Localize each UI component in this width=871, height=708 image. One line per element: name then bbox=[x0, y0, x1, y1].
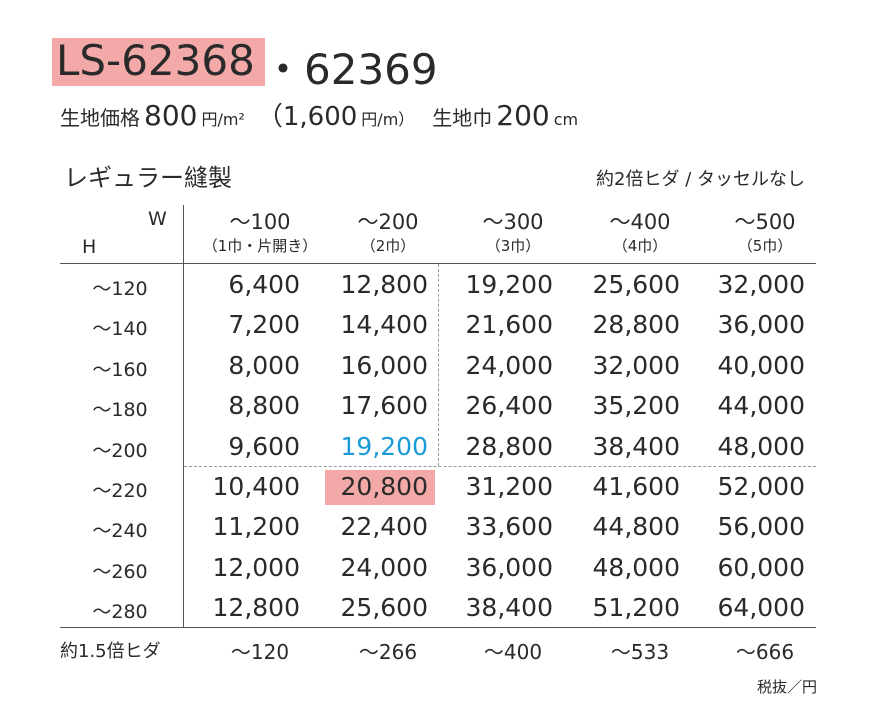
price-cell: 6,400 bbox=[228, 270, 300, 299]
cell-highlight bbox=[325, 470, 435, 505]
model: LS-62368 bbox=[56, 36, 255, 85]
row-label: ～180 bbox=[92, 399, 148, 422]
price-line: 生地価格 800 円/m² （1,600 円/m） 生地巾 200 cm bbox=[60, 96, 578, 133]
price-alt: （1,600 bbox=[256, 102, 358, 132]
price-cell: 28,800 bbox=[465, 431, 553, 461]
price-cell: 10,400 bbox=[212, 472, 300, 501]
price-cell: 28,800 bbox=[592, 310, 680, 340]
label: 生地巾 bbox=[432, 106, 493, 130]
price-cell: 60,000 bbox=[717, 552, 805, 582]
row-label: ～220 bbox=[92, 480, 148, 502]
footer-label: 約1.5倍ヒダ bbox=[60, 641, 161, 662]
price-cell: 24,000 bbox=[340, 552, 428, 582]
price-cell: 52,000 bbox=[717, 472, 805, 501]
price-cell: 12,800 bbox=[212, 593, 300, 623]
dashed-divider bbox=[184, 466, 816, 467]
price-cell: 31,200 bbox=[465, 472, 553, 501]
price-cell: 19,200 bbox=[340, 431, 428, 461]
price-cell: 51,200 bbox=[592, 593, 680, 623]
h-label: H bbox=[82, 236, 97, 258]
price-cell: 19,200 bbox=[465, 270, 553, 299]
row-label: ～140 bbox=[92, 318, 148, 341]
price-cell: 64,000 bbox=[717, 593, 805, 623]
tax-note: 税抜／円 bbox=[756, 678, 817, 696]
price-cell: 14,400 bbox=[340, 310, 428, 340]
price-cell: 44,800 bbox=[592, 512, 680, 542]
price-cell: 7,200 bbox=[228, 310, 300, 340]
price-cell: 17,600 bbox=[340, 391, 428, 421]
price-cell: 32,000 bbox=[592, 350, 680, 380]
footer-value: ～533 bbox=[610, 640, 670, 664]
label: 生地価格 bbox=[60, 106, 140, 130]
column-range: ～100 bbox=[229, 210, 291, 234]
price-cell: 33,600 bbox=[465, 512, 553, 542]
column-sub: （3巾） bbox=[485, 237, 541, 255]
divider bbox=[60, 627, 816, 628]
price-cell: 25,600 bbox=[592, 270, 680, 299]
column-range: ～500 bbox=[734, 210, 796, 234]
unit: 円/m² bbox=[201, 110, 245, 129]
price-cell: 25,600 bbox=[340, 593, 428, 623]
price-cell: 16,000 bbox=[340, 350, 428, 380]
row-label: ～200 bbox=[92, 439, 148, 462]
price-cell: 8,800 bbox=[228, 391, 300, 421]
footer-value: ～266 bbox=[358, 640, 418, 664]
price-cell: 35,200 bbox=[592, 391, 680, 421]
model2: ・62369 bbox=[262, 45, 438, 94]
price-cell: 26,400 bbox=[465, 391, 553, 421]
price-cell: 24,000 bbox=[465, 350, 553, 380]
price-cell: 12,000 bbox=[212, 552, 300, 582]
divider bbox=[60, 263, 816, 264]
price-cell: 41,600 bbox=[592, 472, 680, 501]
divider bbox=[183, 205, 184, 627]
column-range: ～400 bbox=[609, 210, 671, 234]
price-cell: 56,000 bbox=[717, 512, 805, 542]
row-label: ～260 bbox=[92, 560, 148, 583]
price-cell: 32,000 bbox=[717, 270, 805, 299]
price-cell: 22,400 bbox=[340, 512, 428, 542]
row-label: ～280 bbox=[92, 601, 148, 624]
price-cell: 44,000 bbox=[717, 391, 805, 421]
footer-value: ～666 bbox=[735, 640, 795, 664]
unit: 円/m） bbox=[361, 110, 415, 129]
w-label: W bbox=[148, 208, 167, 230]
row-label: ～160 bbox=[92, 358, 148, 381]
column-sub: （4巾） bbox=[612, 237, 668, 255]
price-cell: 38,400 bbox=[465, 593, 553, 623]
row-label: ～240 bbox=[92, 520, 148, 543]
price-cell: 8,000 bbox=[228, 350, 300, 380]
price-cell: 40,000 bbox=[717, 350, 805, 380]
price-cell: 38,400 bbox=[592, 431, 680, 461]
footer-value: ～120 bbox=[230, 640, 290, 664]
column-sub: （2巾） bbox=[360, 237, 416, 255]
price-cell: 48,000 bbox=[717, 431, 805, 461]
price-cell: 11,200 bbox=[212, 512, 300, 542]
dashed-divider bbox=[438, 264, 439, 466]
section-note: 約2倍ヒダ / タッセルなし bbox=[596, 169, 805, 190]
section-title: レギュラー縫製 bbox=[64, 164, 232, 192]
width: 200 bbox=[496, 99, 550, 132]
price-cell: 21,600 bbox=[465, 310, 553, 340]
price-cell: 48,000 bbox=[592, 552, 680, 582]
column-sub: （5巾） bbox=[737, 237, 793, 255]
price-cell: 9,600 bbox=[228, 431, 300, 461]
title-highlight bbox=[52, 38, 265, 86]
row-label: ～120 bbox=[92, 278, 148, 300]
price-cell: 12,800 bbox=[340, 270, 428, 299]
column-range: ～300 bbox=[482, 210, 544, 234]
price-cell: 20,800 bbox=[340, 472, 428, 501]
column-sub: （1巾・片開き） bbox=[202, 237, 318, 255]
column-range: ～200 bbox=[357, 210, 419, 234]
price-cell: 36,000 bbox=[465, 552, 553, 582]
unit: cm bbox=[553, 110, 579, 129]
price: 800 bbox=[144, 99, 198, 132]
price-cell: 36,000 bbox=[717, 310, 805, 340]
footer-value: ～400 bbox=[483, 640, 543, 664]
